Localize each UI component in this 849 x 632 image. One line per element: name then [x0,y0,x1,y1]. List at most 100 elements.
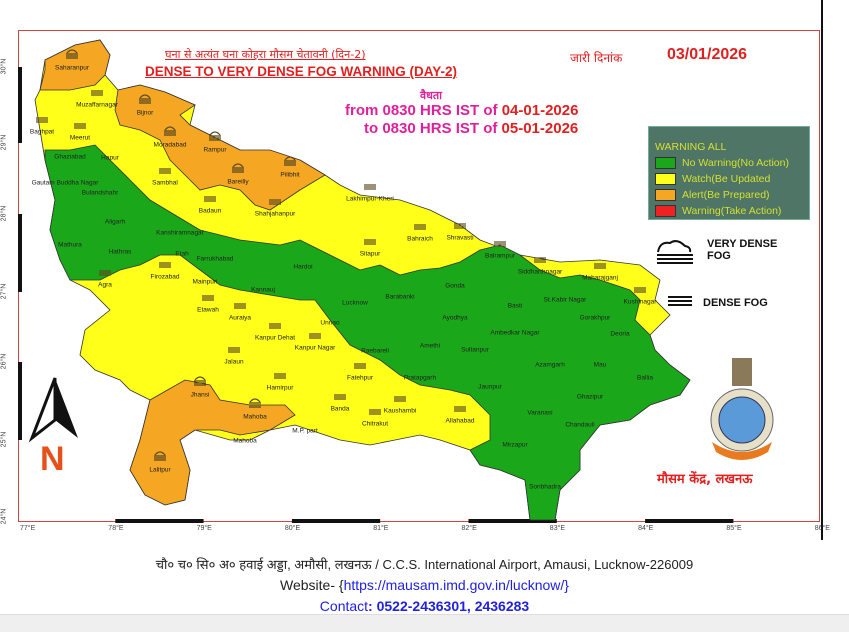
district-label: Shahjahanpur [254,210,296,218]
swatch-yellow [655,173,676,185]
district-label: Varanasi [527,409,553,417]
dense-fog-icon [74,116,86,134]
legend-label: Watch(Be Updated [682,173,771,185]
district-label: Etah [175,250,189,258]
district-label: Saharanpur [55,64,89,72]
district-label: Bulandshahr [81,189,119,197]
very-dense-fog-icon [283,153,297,171]
district-label: Sonbhadra [529,483,561,491]
north-label: N [40,440,65,478]
swatch-orange [655,189,676,201]
district-label: Kanpur Nagar [294,344,336,352]
district-label: Lucknow [342,299,368,307]
dense-fog-icon [668,296,692,306]
region-alert-bundelkhand [129,379,296,506]
district-label: Lakhimpur-Kheri [346,195,394,203]
longitude-tick: 79°E [196,525,212,532]
district-label: Kannauj [251,286,275,294]
district-label: Basti [507,302,523,310]
dense-fog-icon [414,217,426,235]
dense-fog-label: DENSE FOG [703,297,768,309]
issued-label: जारी दिनांक [570,51,623,65]
district-label: Agra [98,281,112,289]
district-label: Kanpur Dehat [254,334,296,342]
region-no-warning [44,144,691,521]
dense-fog-icon [334,387,346,405]
dense-fog-icon [228,340,240,358]
district-label: Gonda [445,282,465,290]
dense-fog-icon [364,177,376,195]
district-label: Gautam Buddha Nagar [31,179,99,187]
dense-fog-icon [309,326,321,344]
district-label: Ayodhya [442,314,468,322]
footer-contact: Contact: 0522-2436301, 2436283 [0,598,849,614]
longitude-tick: 78°E [108,525,124,532]
district-label: Gorakhpur [579,314,611,322]
district-label: Deoria [610,330,630,338]
district-label: Badaun [198,207,222,215]
longitude-tick: 85°E [726,525,742,532]
website-label: Website- { [280,577,344,593]
contact-label: Contact [319,598,369,614]
district-label: Moradabad [153,141,187,149]
latitude-tick: 27°N [0,283,8,300]
bottom-gray-bar [0,614,849,632]
legend: WARNING ALL No Warning(No Action) Watch(… [648,126,810,220]
district-label: Hapur [101,154,119,162]
district-label: Mathura [58,241,82,249]
latitude-tick: 28°N [0,205,8,222]
district-label: Hardoi [293,263,313,271]
district-label: Sultanpur [461,346,489,354]
dense-fog-icon [99,263,111,281]
office-name: मौसम केंद्र, लखनऊ [657,472,753,487]
district-label: Amethi [419,342,441,350]
very-dense-fog-icon [138,91,152,109]
district-label: Ghazipur [576,393,604,401]
district-label: Mahoba [233,437,257,445]
latitude-tick: 30°N [0,58,8,75]
website-link[interactable]: https://mausam.imd.gov.in/lucknow/ [343,577,565,593]
region-alert-rohilkhand [114,84,326,211]
district-label: Ghaziabad [54,153,86,161]
district-label: Pratapgarh [403,374,437,382]
website-brace: } [564,577,569,593]
from-text: from 0830 HRS IST of [345,102,498,119]
dense-fog-icon [534,250,546,268]
district-label: Balrampur [485,252,515,260]
district-label: Muzaffarnagar [76,101,118,109]
dense-fog-icon [634,280,646,298]
dense-fog-icon [234,296,246,314]
swatch-red [655,205,676,217]
district-label: Barabanki [385,293,415,301]
legend-item-watch: Watch(Be Updated [655,171,809,187]
dense-fog-icon [454,399,466,417]
very-dense-fog-icon [163,123,177,141]
from-date: 04-01-2026 [501,102,579,119]
very-dense-fog-icon [208,128,222,146]
district-label: Allahabad [445,417,475,425]
dense-fog-icon [364,232,376,250]
to-date: 05-01-2026 [501,120,579,137]
title-english: DENSE TO VERY DENSE FOG WARNING (DAY-2) [145,64,458,79]
dense-fog-icon [394,389,406,407]
dense-fog-icon [202,288,214,306]
legend-item-alert: Alert(Be Prepared) [655,187,809,203]
district-label: Baghpat [29,128,55,136]
legend-label: Alert(Be Prepared) [682,189,770,201]
district-label: Siddharthnagar [517,268,563,276]
very-dense-fog-icon [153,448,167,466]
valid-from: from 0830 HRS IST of 04-01-2026 [345,102,578,119]
district-label: Chandauli [565,421,595,429]
district-label: Bijnor [136,109,154,117]
district-label: Fatehpur [346,374,374,382]
dense-fog-icon [159,161,171,179]
district-label: Bareilly [227,178,249,186]
footer-website: Website- {https://mausam.imd.gov.in/luck… [0,577,849,593]
dense-fog-icon [91,83,103,101]
district-label: Firozabad [150,273,180,281]
to-text: to 0830 HRS IST of [364,120,498,137]
district-label: Banda [330,405,350,413]
valid-to: to 0830 HRS IST of 05-01-2026 [364,120,578,137]
north-arrow [28,377,78,443]
